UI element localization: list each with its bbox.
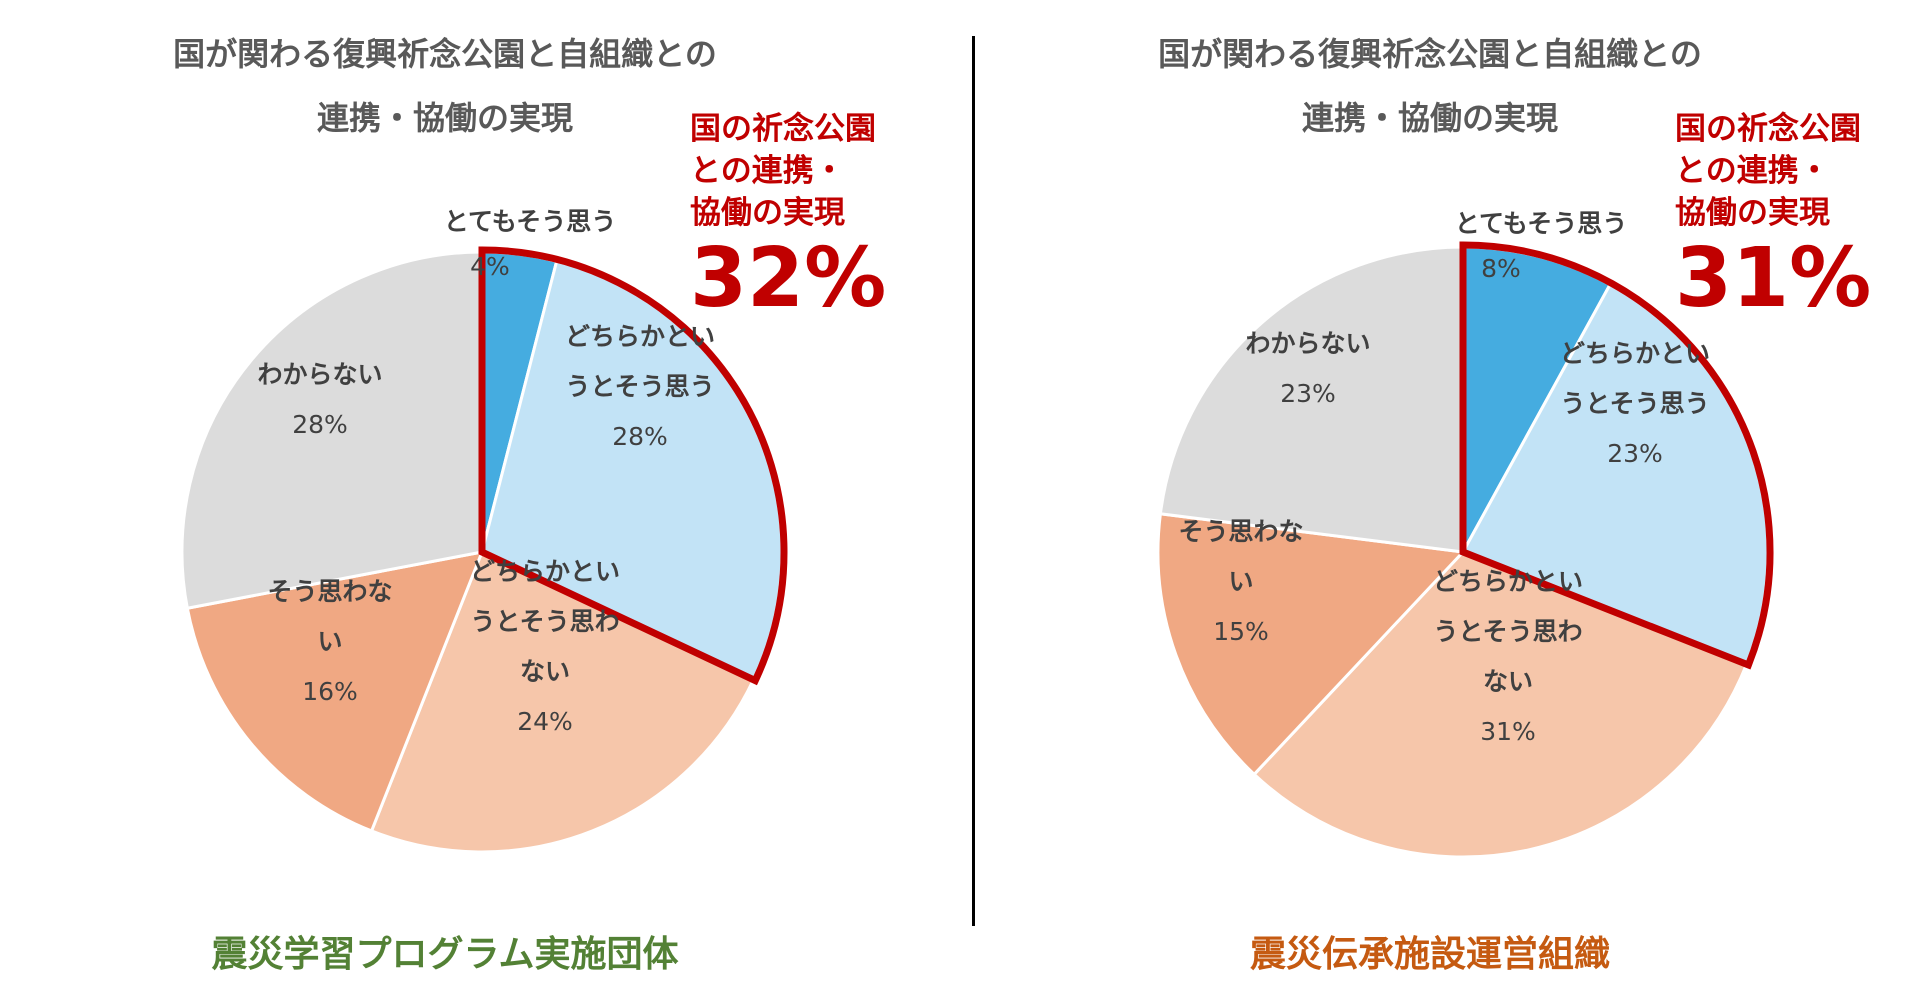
slice-value-label: 31% bbox=[1480, 717, 1536, 746]
pie-slice bbox=[1156, 512, 1467, 777]
pie-slice bbox=[185, 550, 485, 833]
pie-chart-right: とてもそう思う 8% どちらかというとそう思う 23% どちらかというとそう思わない 31… bbox=[1156, 209, 1774, 859]
slice-label: どちらかというとそう思う bbox=[565, 322, 715, 401]
slice-label: どちらかというとそう思わない bbox=[470, 557, 620, 686]
slice-value-label: 23% bbox=[1280, 379, 1336, 408]
chart-title: 国が関わる復興祈念公園と自組織との 連携・協働の実現 bbox=[1085, 22, 1775, 150]
chart-panel-right: 国が関わる復興祈念公園と自組織との 連携・協働の実現 とてもそう思う 8% どちらか… bbox=[985, 0, 1920, 996]
chart-title-line1: 国が関わる復興祈念公園と自組織との bbox=[1158, 35, 1702, 73]
highlight-outline bbox=[478, 246, 788, 686]
pie-chart-left: とてもそう思う 4% どちらかというとそう思う 28% どちらかというとそう思わない 24… bbox=[180, 207, 788, 854]
chart-title-line2: 連携・協働の実現 bbox=[1301, 99, 1558, 137]
pie-slice bbox=[180, 250, 484, 610]
slice-value-label: 28% bbox=[292, 410, 348, 439]
highlight-outline bbox=[1459, 241, 1774, 670]
slice-value-label: 4% bbox=[470, 252, 510, 281]
chart-title: 国が関わる復興祈念公園と自組織との 連携・協働の実現 bbox=[100, 22, 790, 150]
chart-footer-label: 震災伝承施設運営組織 bbox=[1249, 934, 1610, 975]
pie-slice bbox=[1158, 245, 1465, 554]
slice-label: わからない bbox=[1245, 329, 1370, 358]
slice-label: とてもそう思う bbox=[444, 207, 617, 236]
pie-slice bbox=[369, 549, 756, 854]
slice-label: どちらかというとそう思う bbox=[1560, 339, 1710, 418]
chart-footer-label: 震災学習プログラム実施団体 bbox=[211, 934, 679, 975]
callout-line3: 協働の実現 bbox=[690, 195, 845, 231]
slice-label: そう思わない bbox=[267, 577, 392, 656]
slice-label: そう思わない bbox=[1178, 517, 1303, 596]
callout-line2: との連携・ bbox=[690, 153, 845, 189]
callout-line2: との連携・ bbox=[1675, 153, 1830, 189]
slice-value-label: 28% bbox=[612, 422, 668, 451]
chart-title-line2: 連携・協働の実現 bbox=[316, 99, 573, 137]
slice-value-label: 23% bbox=[1607, 439, 1663, 468]
slice-value-label: 8% bbox=[1481, 254, 1521, 283]
slice-value-label: 16% bbox=[302, 677, 358, 706]
slice-label: どちらかというとそう思わない bbox=[1433, 567, 1583, 696]
callout-line1: 国の祈念公園 bbox=[690, 111, 876, 147]
slice-value-label: 15% bbox=[1213, 617, 1269, 646]
pie-slice bbox=[1252, 550, 1749, 859]
callout-value: 31% bbox=[1675, 231, 1872, 326]
callout-line3: 協働の実現 bbox=[1675, 195, 1830, 231]
panel-divider bbox=[972, 36, 975, 926]
slice-value-label: 24% bbox=[517, 707, 573, 736]
highlight-callout: 国の祈念公園 との連携・ 協働の実現 31% bbox=[1675, 108, 1871, 324]
chart-title-line1: 国が関わる復興祈念公園と自組織との bbox=[173, 35, 717, 73]
callout-value: 32% bbox=[690, 231, 887, 326]
slice-label: とてもそう思う bbox=[1455, 209, 1628, 238]
highlight-callout: 国の祈念公園 との連携・ 協働の実現 32% bbox=[690, 108, 886, 324]
chart-panel-left: 国が関わる復興祈念公園と自組織との 連携・協働の実現 とてもそう思う 4% どちらか… bbox=[100, 22, 886, 975]
slice-label: わからない bbox=[257, 360, 382, 389]
callout-line1: 国の祈念公園 bbox=[1675, 111, 1861, 147]
